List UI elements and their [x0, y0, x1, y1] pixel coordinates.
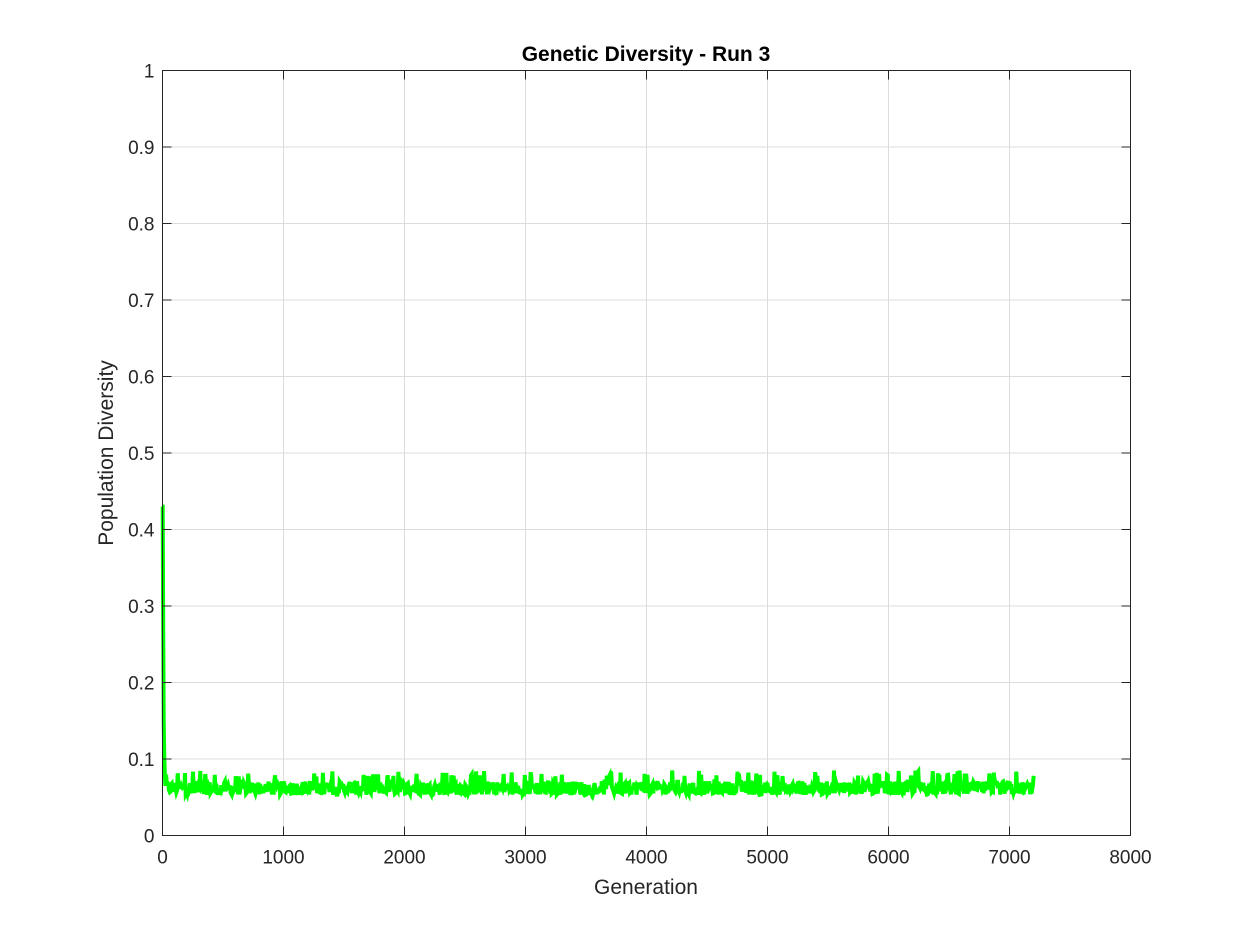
y-tick-label: 1 [144, 62, 155, 83]
x-tick-labels: 0 1000 2000 3000 4000 5000 6000 7000 8000 [157, 848, 1151, 869]
grid-lines [162, 70, 1131, 836]
x-axis-label: Generation [594, 876, 698, 899]
x-tick-label: 6000 [867, 848, 909, 869]
chart-title: Genetic Diversity - Run 3 [522, 43, 771, 66]
x-tick-label: 1000 [262, 848, 304, 869]
y-tick-label: 0.7 [128, 291, 154, 312]
y-tick-label: 0.8 [128, 215, 154, 236]
y-tick-label: 0.6 [128, 368, 154, 389]
y-tick-label: 0.5 [128, 444, 154, 465]
x-tick-label: 3000 [504, 848, 546, 869]
x-tick-label: 4000 [625, 848, 667, 869]
y-tick-label: 0 [144, 827, 155, 848]
y-tick-label: 0.1 [128, 750, 154, 771]
x-tick-label: 5000 [746, 848, 788, 869]
x-tick-label: 7000 [988, 848, 1030, 869]
y-tick-label: 0.9 [128, 138, 154, 159]
x-tick-label: 0 [157, 848, 168, 869]
y-axis-label: Population Diversity [95, 360, 118, 546]
x-tick-label: 2000 [383, 848, 425, 869]
x-tick-label: 8000 [1109, 848, 1151, 869]
series-line [160, 504, 1036, 803]
tick-marks [162, 70, 1131, 836]
y-tick-labels: 0 0.1 0.2 0.3 0.4 0.5 0.6 0.7 0.8 0.9 1 [128, 62, 155, 848]
y-tick-label: 0.3 [128, 597, 154, 618]
y-tick-label: 0.4 [128, 521, 155, 542]
series-group [160, 504, 1036, 803]
y-tick-label: 0.2 [128, 674, 154, 695]
